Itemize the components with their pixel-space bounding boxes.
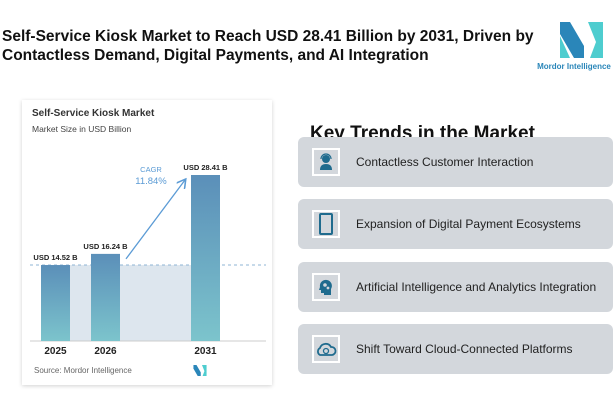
x-tick-label: 2025 xyxy=(44,346,67,357)
chart-source: Source: Mordor Intelligence xyxy=(34,366,132,375)
trend-card: Artificial Intelligence and Analytics In… xyxy=(298,262,613,312)
x-tick-label: 2026 xyxy=(94,346,117,357)
trend-card: Shift Toward Cloud-Connected Platforms xyxy=(298,324,613,374)
cagr-label: CAGR xyxy=(140,165,162,174)
cagr-value: 11.84% xyxy=(135,176,167,187)
trend-card: Expansion of Digital Payment Ecosystems xyxy=(298,199,613,249)
data-label: USD 28.41 B xyxy=(183,163,228,172)
trend-label: Expansion of Digital Payment Ecosystems xyxy=(356,217,581,231)
cagr-arrow xyxy=(125,180,185,260)
data-label: USD 16.24 B xyxy=(83,242,128,251)
page-title: Self-Service Kiosk Market to Reach USD 2… xyxy=(2,27,547,65)
baseline-area xyxy=(41,265,220,341)
x-tick-label: 2031 xyxy=(194,346,217,357)
logo-text: Mordor Intelligence xyxy=(537,62,611,71)
mordor-logo-icon xyxy=(560,22,603,58)
chart-card: Self-Service Kiosk Market Market Size in… xyxy=(22,100,272,385)
cloud-sync-icon xyxy=(312,335,340,363)
trend-label: Artificial Intelligence and Analytics In… xyxy=(356,280,597,294)
trend-label: Contactless Customer Interaction xyxy=(356,155,534,169)
title-line-2: by Contactless Demand, Digital Payments,… xyxy=(2,28,534,64)
ai-head-icon xyxy=(312,273,340,301)
bar-2031 xyxy=(191,175,220,341)
customer-support-icon xyxy=(312,148,340,176)
trend-label: Shift Toward Cloud-Connected Platforms xyxy=(356,342,573,356)
source-logo-icon xyxy=(193,365,207,376)
trend-card: Contactless Customer Interaction xyxy=(298,137,613,187)
smartphone-icon xyxy=(312,210,340,238)
chart-subtitle: Market Size in USD Billion xyxy=(32,124,132,134)
bar-chart: USD 14.52 B 2025 USD 16.24 B 2026 USD 28.41 … xyxy=(30,163,266,357)
bar-2025 xyxy=(41,265,70,341)
chart-title: Self-Service Kiosk Market xyxy=(32,108,155,119)
bar-2026 xyxy=(91,253,120,341)
title-line-1: Self-Service Kiosk Market to Reach USD 2… xyxy=(2,28,512,45)
data-label: USD 14.52 B xyxy=(33,253,78,262)
